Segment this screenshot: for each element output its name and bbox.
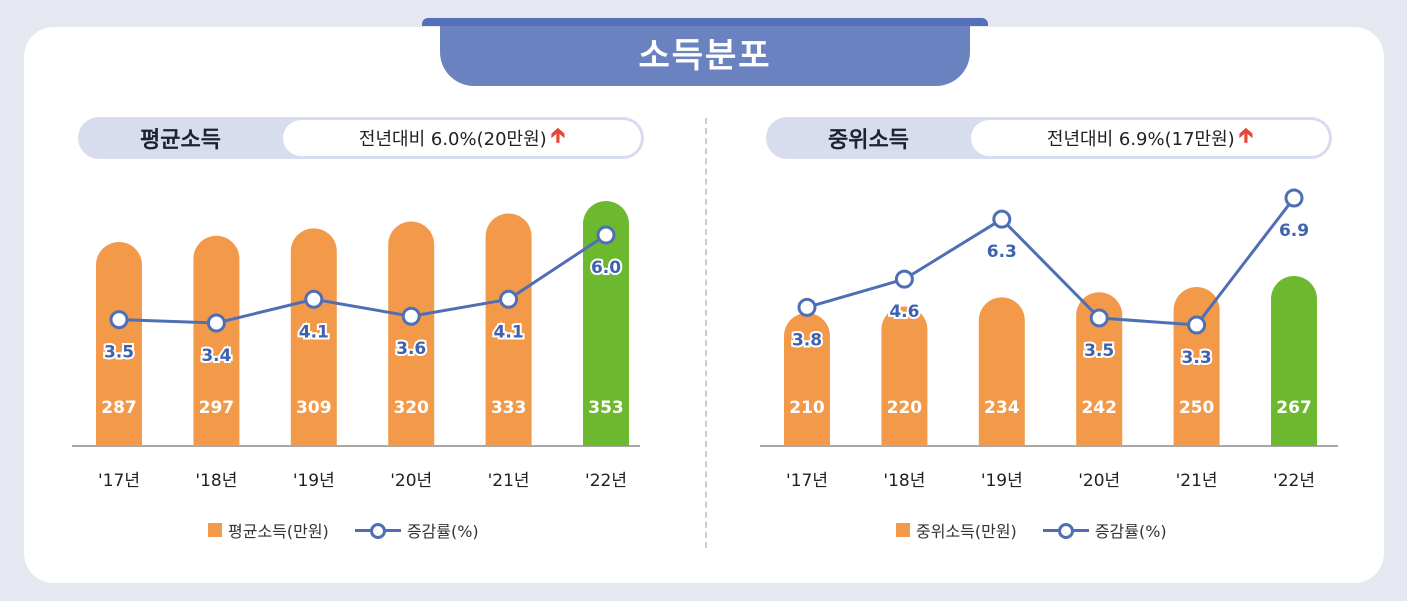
avg-x-tick-label: '19년: [293, 471, 335, 491]
up-arrow-icon: 🡱: [550, 123, 566, 147]
avg-rate-label: 3.4: [201, 346, 231, 366]
median-bar: [784, 313, 830, 446]
avg-legend-bar-label: 평균소득(만원): [228, 522, 329, 541]
avg-x-tick-label: '20년: [390, 471, 432, 491]
median-rate-point: [1089, 308, 1109, 328]
avg-income-summary-text: 전년대비 6.0%(20만원): [358, 129, 547, 150]
avg-x-tick-label: '21년: [488, 471, 530, 491]
median-rate-point: [1187, 315, 1207, 335]
median-rate-point: [1284, 188, 1304, 208]
median-x-tick-label: '21년: [1176, 471, 1218, 491]
avg-x-tick-label: '22년: [585, 471, 627, 491]
median-rate-label: 3.8: [792, 330, 822, 350]
median-bar: [1271, 276, 1317, 446]
median-rate-line: [806, 197, 1296, 327]
avg-rate-point: [596, 225, 616, 245]
median-legend-bar-label: 중위소득(만원): [916, 522, 1017, 541]
median-rate-label: 4.6: [889, 302, 919, 322]
median-rate-label: 6.3: [987, 242, 1017, 262]
median-bar: [881, 306, 928, 446]
avg-bar-value: 309: [296, 398, 332, 418]
avg-bar-value: 287: [101, 398, 137, 418]
median-bar-value: 220: [887, 398, 923, 418]
median-rate-point: [797, 297, 817, 317]
median-x-tick-label: '19년: [981, 471, 1023, 491]
avg-rate-point: [304, 289, 324, 309]
median-income-header: 중위소득 전년대비 6.9%(17만원) 🡱: [766, 117, 1332, 159]
median-income-summary: 전년대비 6.9%(17만원) 🡱: [971, 120, 1329, 156]
avg-x-tick-label: '17년: [98, 471, 140, 491]
avg-bar-value: 353: [588, 398, 624, 418]
avg-rate-point: [109, 310, 129, 330]
avg-bar: [583, 201, 629, 446]
avg-bar: [290, 228, 337, 446]
avg-bar: [193, 235, 240, 446]
line-legend-marker: [1042, 523, 1089, 539]
avg-income-legend: 평균소득(만원) 증감률(%): [208, 518, 479, 542]
median-rate-label: 3.3: [1182, 348, 1212, 368]
median-bar-value: 234: [984, 398, 1020, 418]
avg-bar: [96, 241, 142, 446]
avg-bar-value: 297: [199, 398, 235, 418]
avg-income-header: 평균소득 전년대비 6.0%(20만원) 🡱: [78, 117, 644, 159]
avg-rate-line: [118, 233, 607, 325]
median-legend-line-label: 증감률(%): [1094, 522, 1167, 541]
median-bar-value: 250: [1179, 398, 1215, 418]
avg-rate-label: 4.1: [299, 322, 329, 342]
page-title: 소득분포: [422, 18, 988, 86]
avg-income-summary: 전년대비 6.0%(20만원) 🡱: [283, 120, 641, 156]
median-rate-label: 6.9: [1279, 221, 1309, 241]
avg-rate-point: [401, 306, 421, 326]
median-income-summary-text: 전년대비 6.9%(17만원): [1046, 129, 1235, 150]
median-x-tick-label: '17년: [786, 471, 828, 491]
avg-rate-label: 3.5: [104, 343, 134, 363]
median-rate-point: [894, 269, 914, 289]
up-arrow-icon: 🡱: [1238, 123, 1254, 147]
avg-income-title: 평균소득: [140, 128, 221, 153]
avg-rate-label: 6.0: [591, 258, 621, 278]
median-bar: [978, 297, 1025, 446]
median-income-title: 중위소득: [828, 128, 909, 153]
median-rate-label: 3.5: [1084, 341, 1114, 361]
avg-bar: [388, 221, 435, 446]
median-bar-value: 267: [1276, 398, 1312, 418]
avg-rate-label: 4.1: [494, 322, 524, 342]
avg-rate-label: 3.6: [396, 339, 426, 359]
median-bar-value: 242: [1081, 398, 1117, 418]
median-bar-value: 210: [789, 398, 825, 418]
avg-bar-value: 320: [393, 398, 429, 418]
median-rate-point: [992, 209, 1012, 229]
median-x-tick-label: '20년: [1078, 471, 1120, 491]
bar-legend-swatch: [896, 523, 910, 537]
line-legend-marker: [354, 523, 401, 539]
avg-legend-line-label: 증감률(%): [406, 522, 479, 541]
median-x-tick-label: '18년: [883, 471, 925, 491]
chart-divider: [705, 118, 707, 548]
median-bar: [1076, 292, 1123, 446]
avg-bar: [485, 213, 532, 446]
avg-rate-point: [206, 313, 226, 333]
avg-bar-value: 333: [491, 398, 527, 418]
bar-legend-swatch: [208, 523, 222, 537]
median-income-legend: 중위소득(만원) 증감률(%): [896, 518, 1167, 542]
median-bar: [1173, 287, 1220, 446]
avg-x-tick-label: '18년: [195, 471, 237, 491]
median-x-tick-label: '22년: [1273, 471, 1315, 491]
avg-rate-point: [499, 289, 519, 309]
